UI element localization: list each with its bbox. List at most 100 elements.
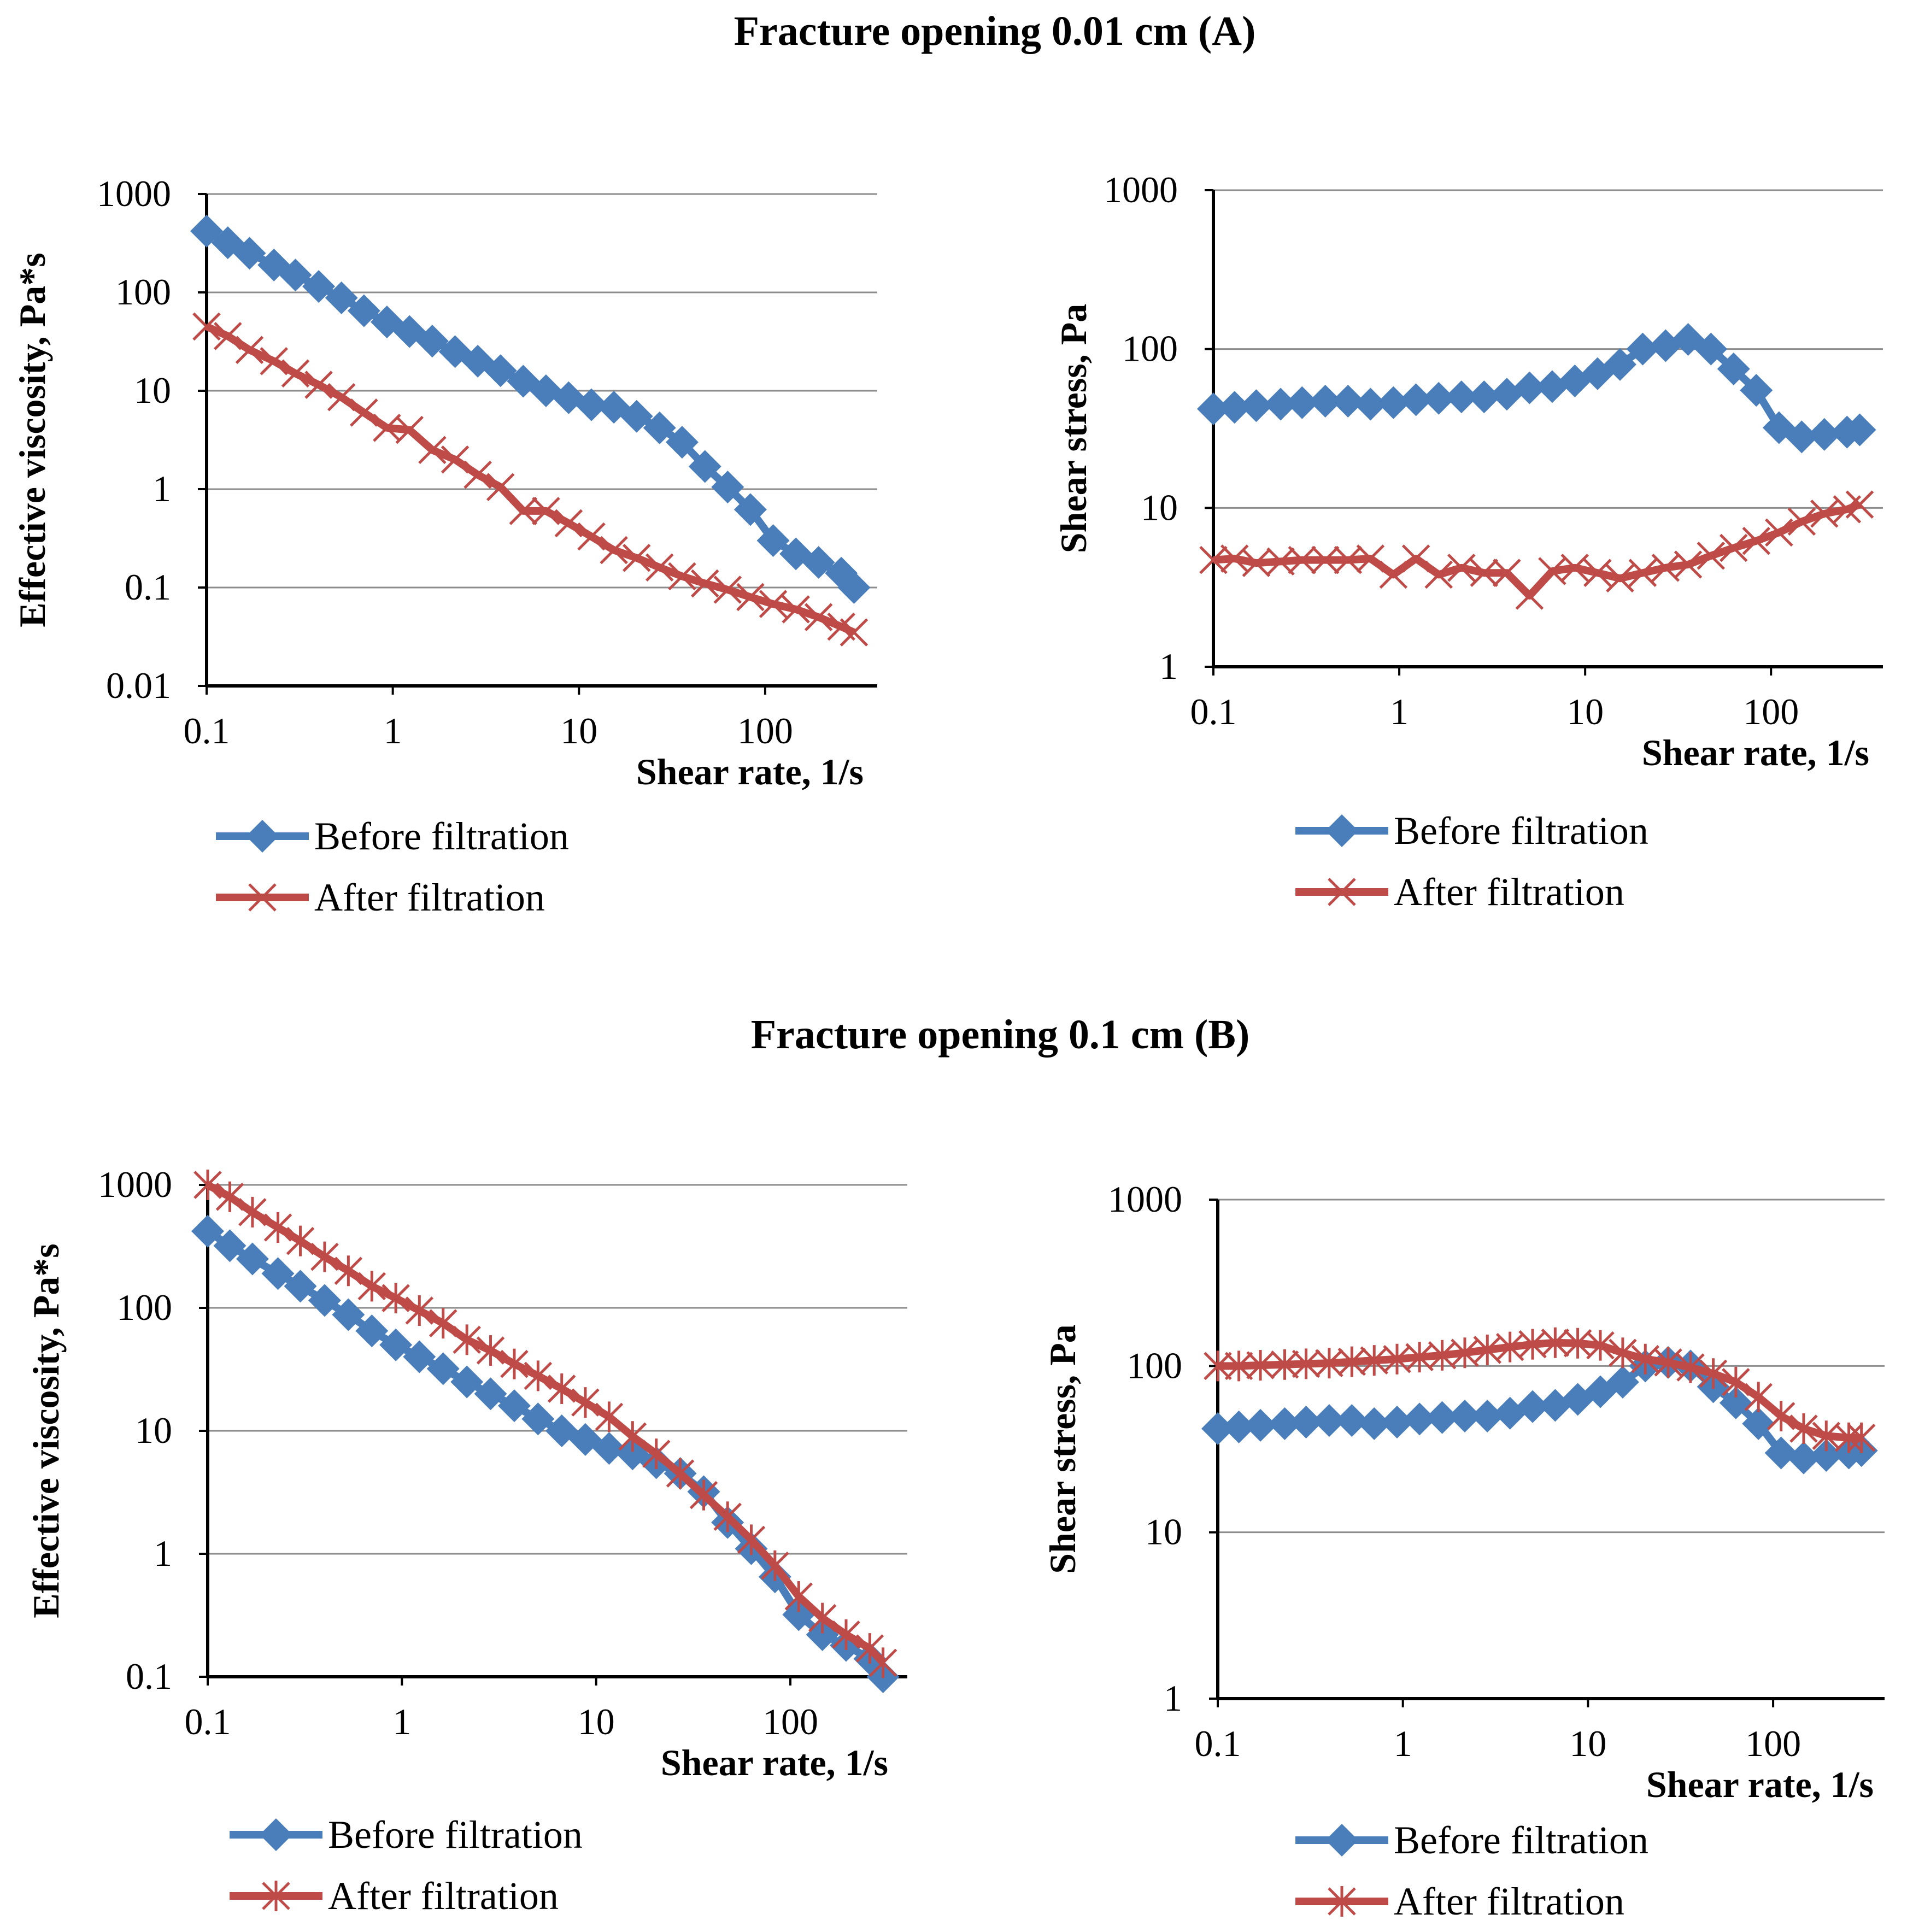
data-point [1563, 1328, 1592, 1359]
data-point [1626, 332, 1659, 366]
data-point [1381, 1405, 1414, 1438]
x-tick-label: 1 [1394, 1723, 1412, 1764]
data-point [441, 445, 470, 474]
data-point [713, 1501, 742, 1532]
data-point [1834, 1422, 1863, 1453]
series-before-filtration [1201, 1346, 1878, 1475]
data-point [574, 388, 608, 421]
data-point [1515, 582, 1544, 610]
data-point [756, 524, 790, 557]
data-point [415, 325, 449, 358]
legend-label: Before filtration [328, 1813, 583, 1857]
data-point [642, 1438, 671, 1470]
series-line [206, 1228, 887, 1680]
data-point [1843, 413, 1876, 447]
y-axis-title: Effective viscosity, Pa*s [11, 252, 53, 627]
data-point [1789, 1413, 1818, 1444]
data-point [691, 569, 719, 598]
data-point [284, 1270, 317, 1303]
data-point [373, 414, 401, 442]
data-point [645, 553, 674, 582]
data-point [1699, 1358, 1728, 1389]
data-point [1240, 389, 1273, 422]
data-point [600, 536, 628, 565]
legend-marker [1328, 878, 1356, 906]
data-point [784, 1581, 813, 1612]
data-point [260, 347, 288, 375]
data-point [1787, 507, 1816, 536]
data-point [1742, 526, 1771, 555]
series-line [204, 227, 857, 590]
data-point [1425, 1401, 1459, 1434]
series-after-filtration [192, 312, 869, 647]
data-point [191, 1214, 224, 1248]
data-point [1719, 1386, 1752, 1419]
data-point [325, 281, 358, 314]
data-point [1674, 550, 1703, 579]
data-point [192, 312, 221, 341]
data-point [1697, 542, 1726, 570]
data-point [832, 1619, 860, 1650]
data-point [1810, 1438, 1843, 1472]
data-point [1767, 1400, 1795, 1431]
legend-marker [260, 1818, 292, 1851]
data-point [263, 1212, 292, 1243]
y-axis-title: Shear stress, Pa [1042, 1324, 1083, 1573]
data-point [261, 1257, 295, 1290]
data-point [688, 450, 721, 483]
legend-marker [1325, 814, 1358, 847]
x-tick-label: 0.1 [1190, 691, 1237, 732]
data-point [532, 497, 560, 525]
data-point [1246, 1350, 1275, 1381]
data-point [1535, 370, 1569, 403]
y-tick-label: 0.01 [106, 665, 171, 706]
data-point [1654, 1347, 1682, 1378]
data-point [1742, 1407, 1775, 1440]
data-point [808, 1602, 837, 1634]
x-tick-label: 100 [1745, 1723, 1801, 1764]
series-after-filtration [1199, 490, 1874, 610]
legend-label: After filtration [328, 1874, 559, 1918]
data-point [486, 473, 515, 501]
data-point [1244, 1408, 1277, 1442]
y-tick-label: 10 [1145, 1511, 1182, 1553]
y-tick-label: 0.1 [125, 566, 171, 608]
x-axis-title: Shear rate, 1/s [661, 1742, 888, 1783]
y-tick-label: 1 [1159, 645, 1178, 687]
data-point [571, 1387, 600, 1418]
data-point [804, 603, 833, 631]
data-point [1266, 547, 1295, 576]
data-point [837, 571, 871, 604]
data-point [592, 1432, 626, 1465]
data-point [1242, 549, 1271, 577]
section-title-b: Fracture opening 0.1 cm (B) [751, 1012, 1250, 1058]
y-tick-label: 100 [1126, 1344, 1182, 1386]
data-point [405, 1295, 434, 1326]
data-point [713, 576, 742, 604]
data-point [1628, 559, 1657, 587]
data-point [1764, 1436, 1798, 1470]
y-tick-label: 1 [152, 468, 171, 509]
y-tick-label: 1000 [1104, 169, 1178, 210]
data-point [500, 1348, 529, 1379]
data-point [1308, 384, 1342, 418]
y-tick-label: 1000 [97, 173, 171, 214]
data-point [1448, 1399, 1481, 1432]
data-point [1289, 1405, 1323, 1438]
data-point [1516, 1390, 1550, 1423]
legend-label: After filtration [1394, 870, 1624, 914]
x-tick-label: 1 [1390, 691, 1409, 732]
data-point [334, 1255, 363, 1287]
data-point [618, 1421, 647, 1452]
series-before-filtration [190, 214, 871, 604]
data-point [1292, 1348, 1321, 1379]
series-after-filtration [1204, 1327, 1876, 1453]
data-point [509, 497, 538, 525]
data-point [310, 1241, 339, 1272]
data-point [711, 471, 744, 504]
data-point [1335, 1404, 1369, 1437]
data-point [1787, 1441, 1820, 1475]
data-point [355, 1314, 389, 1348]
